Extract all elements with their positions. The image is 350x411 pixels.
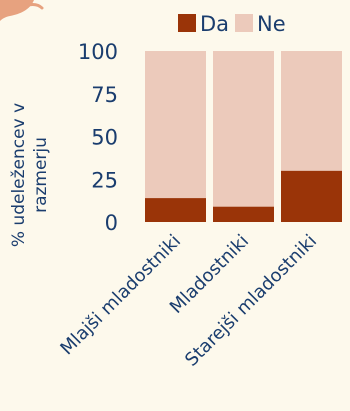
y-tick-label: 100 [78,40,118,64]
y-tick-label: 0 [105,211,118,235]
bar-da [145,198,206,222]
y-axis-title-line2: razmerju [31,137,51,213]
legend-swatch-da [178,14,196,32]
corner-decoration [0,0,44,21]
bar-da [281,170,342,222]
y-tick-label: 50 [91,126,118,150]
bar-ne [145,51,206,199]
y-tick-labels: 0 25 50 75 100 [78,40,118,235]
y-tick-label: 25 [91,168,118,192]
y-tick-label: 75 [91,83,118,107]
legend-swatch-ne [235,14,253,32]
bar-ne [281,51,342,171]
bar-da [213,206,274,222]
legend-label-ne: Ne [257,12,286,36]
category-label: Mlajši mladostniki [56,231,185,360]
legend-label-da: Da [200,12,229,36]
category-label: Starejši mladostniki [181,231,321,371]
bar-ne [213,51,274,207]
legend: Da Ne [178,12,286,36]
y-axis-title-line1: % udeležencev v [9,103,29,247]
bars [145,51,342,222]
